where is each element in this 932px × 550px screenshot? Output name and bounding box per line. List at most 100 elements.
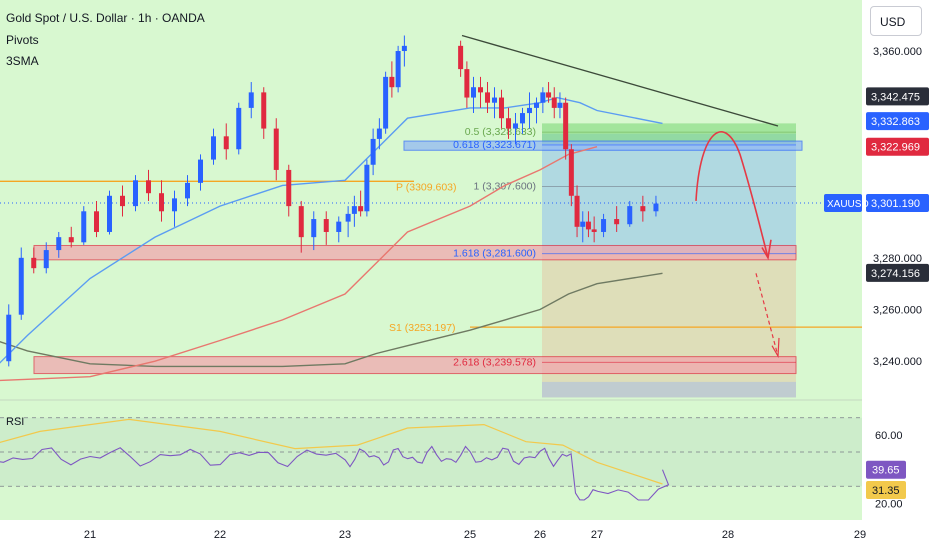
x-tick-label: 27 [591, 529, 603, 541]
candle-body [358, 206, 364, 212]
fib-zone-upper [542, 133, 796, 254]
y-tick-label: 3,260.000 [873, 305, 922, 317]
candle-body [31, 257, 37, 269]
currency-button[interactable]: USD [870, 6, 922, 36]
candle-body [640, 206, 646, 212]
candle-body [18, 257, 24, 315]
rsi-tick-label: 20.00 [875, 498, 903, 510]
candle-body [351, 206, 357, 214]
x-tick-label: 28 [722, 529, 734, 541]
x-tick-label: 26 [534, 529, 546, 541]
y-tick-label: 3,240.000 [873, 356, 922, 368]
candle-body [627, 206, 633, 225]
candle-body [146, 180, 151, 194]
candle-body [551, 97, 557, 108]
sma-slow-line [0, 272, 663, 368]
fib-label: 2.618 (3,239.578) [453, 356, 536, 368]
rsi-line [0, 445, 670, 501]
candle-body [534, 102, 539, 108]
x-tick-label: 25 [464, 529, 476, 541]
candle-body [120, 195, 125, 207]
candle-body [580, 221, 586, 227]
symbol-tag [824, 194, 862, 213]
candle-body [499, 97, 504, 119]
candle-body [172, 198, 177, 212]
candle-body [6, 314, 12, 362]
x-tick-label: 21 [84, 529, 96, 541]
candle-body [485, 92, 490, 103]
candle-body [286, 169, 292, 207]
fib-label: 0.5 (3,328.633) [465, 126, 536, 138]
candle-body [557, 102, 563, 108]
y-tick-label: 3,280.000 [873, 253, 922, 265]
price-badge-label: 3,342.475 [871, 91, 920, 103]
price-badge [866, 137, 929, 156]
candle-body [185, 182, 190, 199]
fib-label: 0.618 (3,323.671) [453, 139, 536, 151]
fib-label: 1.618 (3,281.600) [453, 248, 536, 260]
pivot-label: P (3309.603) [396, 181, 457, 193]
candle-body [370, 138, 376, 165]
candle-body [236, 107, 242, 150]
candle-body [43, 250, 49, 269]
candle-body [198, 159, 203, 183]
indicator-label-sma[interactable]: 3SMA [6, 54, 39, 68]
x-tick-label: 23 [339, 529, 351, 541]
candle-body [585, 221, 591, 230]
candle-body [520, 113, 525, 124]
candle-body [81, 211, 87, 243]
candle-body [540, 92, 546, 103]
candle-body [133, 180, 138, 207]
candle-body [389, 76, 395, 88]
candle-body [546, 92, 552, 98]
price-badge-label: 3,322.969 [871, 142, 920, 154]
candle-body [395, 51, 401, 88]
candle-body [248, 92, 254, 108]
zone-support-2 [33, 356, 797, 375]
candle-body [513, 123, 518, 129]
s1-label: S1 (3253.197) [389, 322, 456, 334]
y-tick-label: 3,360.000 [873, 46, 922, 58]
candle-body [458, 45, 464, 70]
price-badge-label: 3,332.863 [871, 116, 920, 128]
rsi-label: RSI [6, 416, 25, 428]
rsi-ma-line [0, 418, 663, 485]
price-badge [866, 263, 929, 282]
sma-fast-line [0, 96, 663, 364]
candle-body [478, 87, 483, 93]
candle-body [574, 195, 580, 227]
candle-body [471, 87, 476, 98]
candle-body [527, 107, 532, 114]
indicator-label-pivots[interactable]: Pivots [6, 33, 39, 47]
fib-zone-bottom [542, 381, 796, 398]
projection-arrow-1 [695, 131, 769, 259]
rsi-ma-badge [866, 480, 906, 499]
zone-support-1 [33, 244, 797, 261]
sma-mid-line [0, 146, 598, 382]
candle-body [159, 193, 164, 212]
candle-body [298, 206, 304, 238]
candle-body [383, 76, 389, 129]
candle-body [68, 237, 74, 243]
price-badge [866, 194, 929, 213]
candle-body [94, 211, 99, 232]
trendline [461, 34, 779, 127]
candle-body [261, 92, 267, 129]
candle-body [323, 219, 329, 232]
price-badge-label: 3,301.190 [871, 198, 920, 210]
candle-body [56, 237, 62, 251]
candle-body [614, 219, 620, 225]
fib-label: 1 (3,307.600) [474, 180, 536, 192]
time-axis [0, 520, 862, 550]
price-badge [866, 112, 929, 131]
price-badge-label: 3,274.156 [871, 268, 920, 280]
candle-body [376, 128, 382, 139]
price-badge [866, 87, 929, 106]
x-tick-label: 22 [214, 529, 226, 541]
candle-body [601, 219, 607, 232]
candle-body [591, 229, 597, 232]
projection-arrowhead-1 [761, 239, 772, 261]
candle-body [568, 149, 574, 196]
